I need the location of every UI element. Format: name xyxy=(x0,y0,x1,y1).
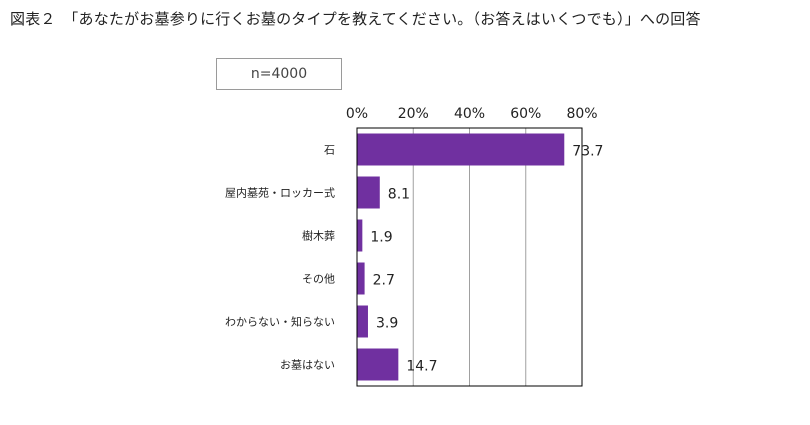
chart-title: 図表２ 「あなたがお墓参りに行くお墓のタイプを教えてください。（お答えはいくつで… xyxy=(10,10,701,28)
data-label: 3.9 xyxy=(376,316,398,332)
category-label: 樹木葬 xyxy=(302,230,335,243)
x-tick-label: 40% xyxy=(454,106,485,122)
plot-frame xyxy=(356,127,583,387)
data-label: 8.1 xyxy=(388,187,410,203)
category-label: わからない・知らない xyxy=(225,315,335,329)
x-axis-ticks: 0% 20% 40% 60% 80% xyxy=(346,106,598,122)
bar xyxy=(357,348,399,381)
category-label: その他 xyxy=(302,273,335,286)
category-label: 屋内墓苑・ロッカー式 xyxy=(225,186,335,200)
data-labels: 73.7 8.1 1.9 2.7 3.9 14.7 xyxy=(370,144,603,375)
x-tick-label: 0% xyxy=(346,106,368,122)
data-label: 2.7 xyxy=(373,273,395,289)
bar xyxy=(357,219,363,252)
data-label: 14.7 xyxy=(406,359,437,375)
sample-size-label: n=4000 xyxy=(250,66,308,82)
bar xyxy=(357,262,365,295)
bar xyxy=(357,176,380,209)
x-tick-label: 20% xyxy=(398,106,429,122)
category-label: お墓はない xyxy=(280,359,335,372)
grid-lines xyxy=(412,128,527,386)
bar xyxy=(357,133,565,166)
bar xyxy=(357,305,368,338)
x-tick-label: 60% xyxy=(510,106,541,122)
data-label: 1.9 xyxy=(370,230,392,246)
category-label: 石 xyxy=(324,144,335,157)
bars xyxy=(357,133,565,381)
sample-size-box: n=4000 xyxy=(216,58,342,90)
data-label: 73.7 xyxy=(572,144,603,160)
x-tick-label: 80% xyxy=(566,106,597,122)
